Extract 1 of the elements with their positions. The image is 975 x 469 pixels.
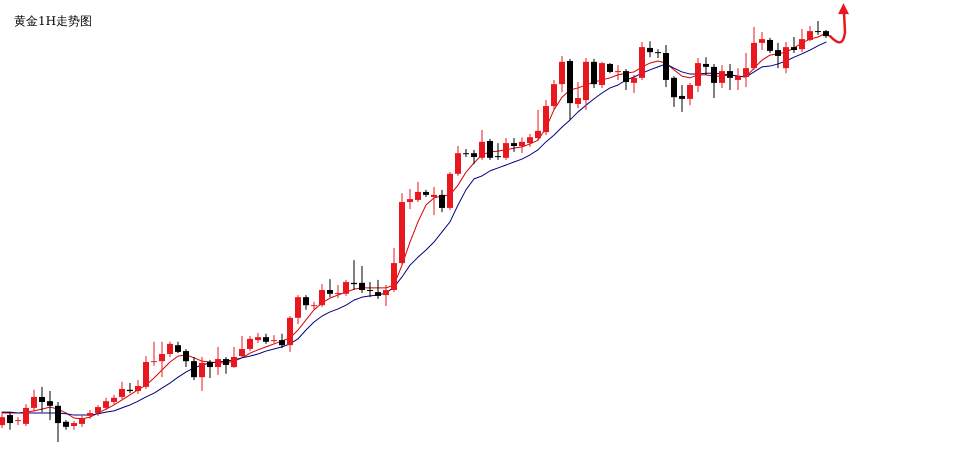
- chart-title: 黄金1H走势图: [14, 14, 92, 28]
